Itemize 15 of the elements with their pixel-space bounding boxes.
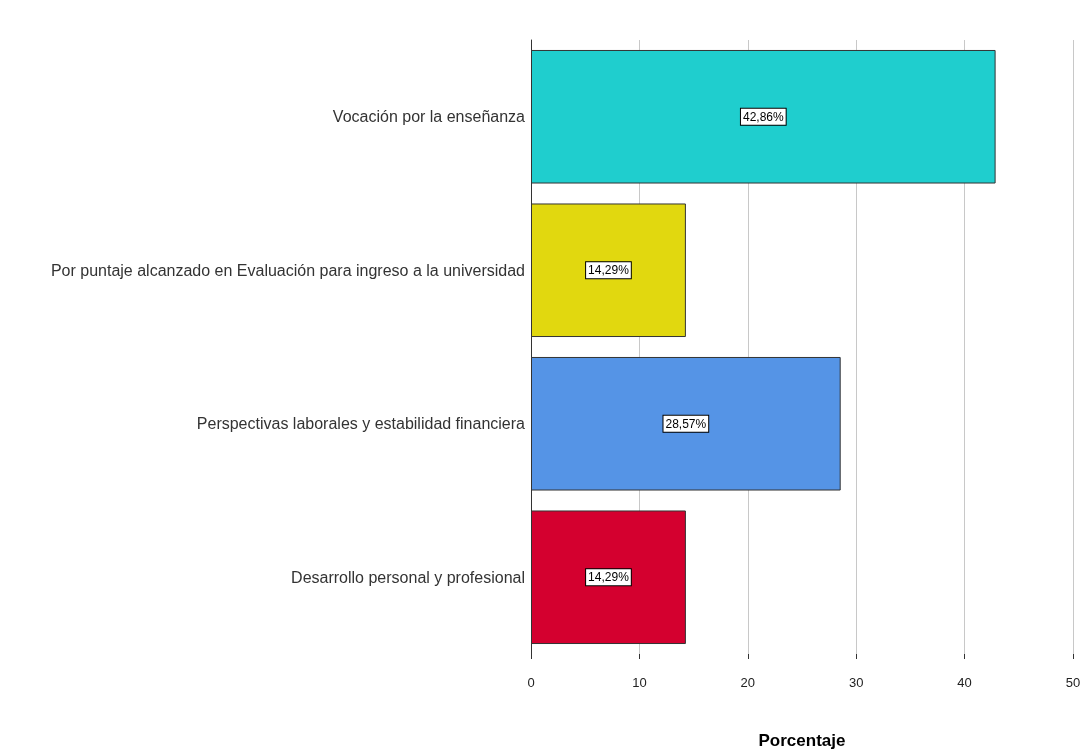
y-tick-label: Perspectivas laborales y estabilidad financiera [196, 415, 526, 433]
x-tick-label: 20 [740, 675, 756, 690]
x-tick-label: 0 [527, 675, 535, 690]
x-tick-label: 50 [1065, 675, 1081, 690]
x-tick-label: 10 [632, 675, 647, 690]
y-tick-label: Desarrollo personal y profesional [291, 568, 525, 586]
x-tick-label: 30 [848, 675, 864, 690]
data-label: 14,29% [588, 263, 630, 278]
x-axis-title: Porcentaje [758, 731, 846, 750]
data-label: 42,86% [742, 109, 784, 124]
data-label: 14,29% [588, 570, 630, 585]
y-tick-label: Vocación por la enseñanza [332, 108, 526, 126]
y-tick-label: Por puntaje alcanzado en Evaluación para ingreso a la universidad [50, 261, 525, 279]
x-tick-label: 40 [957, 675, 972, 690]
data-label: 28,57% [665, 416, 707, 431]
